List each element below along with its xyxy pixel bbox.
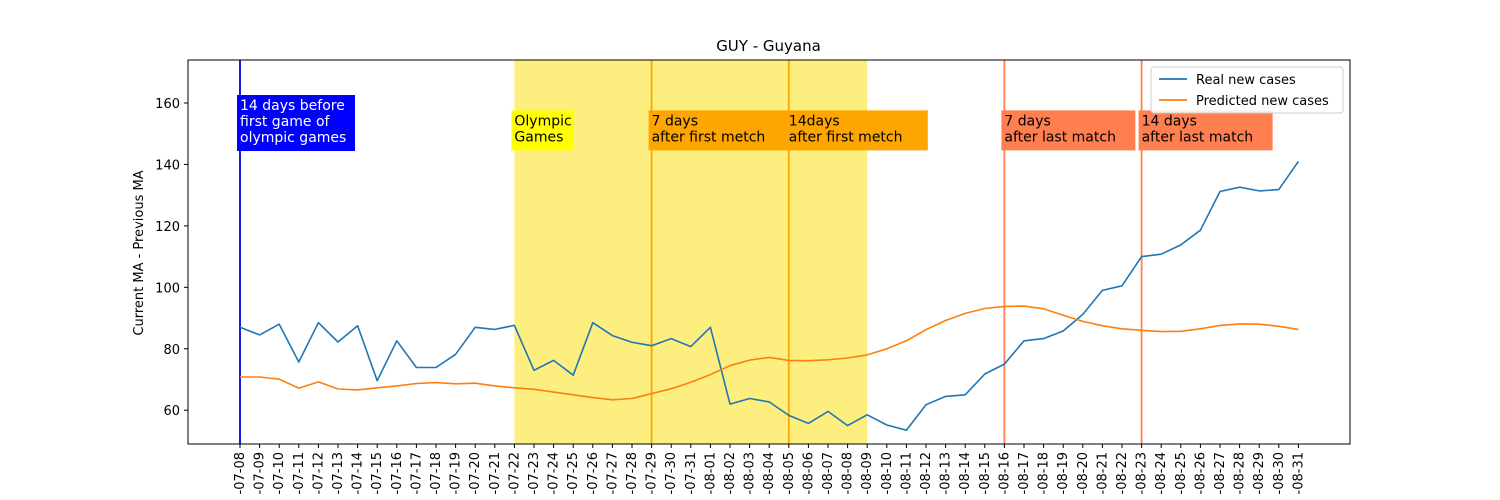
x-tick-label: -08-28 xyxy=(1233,452,1248,494)
x-tick-label: -08-01 xyxy=(703,452,718,494)
x-tick-label: -07-09 xyxy=(253,452,268,494)
legend-label: Predicted new cases xyxy=(1196,94,1329,109)
annotation-text: 7 days xyxy=(1004,113,1050,129)
annotation-text: after last match xyxy=(1142,129,1254,145)
x-tick-label: -08-08 xyxy=(841,452,856,494)
x-tick-label: -08-31 xyxy=(1291,452,1306,494)
x-tick-label: -08-12 xyxy=(919,452,934,494)
x-tick-label: -08-09 xyxy=(860,452,875,494)
annotation-text: after first metch xyxy=(652,129,766,145)
x-tick-label: -08-19 xyxy=(1056,452,1071,494)
x-tick-label: -08-17 xyxy=(1017,452,1032,494)
x-tick-label: -08-25 xyxy=(1174,452,1189,494)
annotation-text: 14days xyxy=(789,113,840,129)
x-tick-label: -07-14 xyxy=(351,452,366,494)
annotation-text: 14 days before xyxy=(240,98,345,114)
x-tick-label: -07-21 xyxy=(488,452,503,494)
annotation-box xyxy=(648,110,791,151)
x-tick-label: -07-18 xyxy=(429,452,444,494)
x-tick-label: -07-27 xyxy=(605,452,620,494)
annotation-text: after last match xyxy=(1004,129,1116,145)
x-tick-label: -07-17 xyxy=(409,452,424,494)
annotation-box xyxy=(511,110,574,151)
x-tick-label: -08-06 xyxy=(801,452,816,494)
x-tick-label: -07-26 xyxy=(586,452,601,494)
x-tick-label: -07-23 xyxy=(527,452,542,494)
x-tick-label: -08-07 xyxy=(821,452,836,494)
x-tick-label: -07-29 xyxy=(645,452,660,494)
x-tick-label: -07-22 xyxy=(507,452,522,494)
x-tick-label: -08-14 xyxy=(958,452,973,494)
x-tick-label: -07-31 xyxy=(684,452,699,494)
x-tick-label: -07-25 xyxy=(566,452,581,494)
y-tick-label: 80 xyxy=(163,343,180,358)
x-tick-label: -07-20 xyxy=(468,452,483,494)
x-tick-label: -08-24 xyxy=(1154,452,1169,494)
x-tick-label: -08-26 xyxy=(1193,452,1208,494)
y-tick-label: 120 xyxy=(155,220,180,235)
x-tick-label: -07-24 xyxy=(547,452,562,494)
annotation-text: 14 days xyxy=(1142,113,1197,129)
x-tick-label: -08-29 xyxy=(1252,452,1267,494)
annotation-text: first game of xyxy=(240,114,331,130)
y-tick-label: 160 xyxy=(155,97,180,112)
x-tick-label: -08-22 xyxy=(1115,452,1130,494)
x-tick-label: -08-03 xyxy=(743,452,758,494)
annotation-text: olympic games xyxy=(240,130,346,146)
x-tick-label: -08-13 xyxy=(939,452,954,494)
x-tick-label: -08-30 xyxy=(1272,452,1287,494)
series-line-0 xyxy=(239,160,1300,432)
x-tick-label: -08-11 xyxy=(899,452,914,494)
annotation-text: Olympic xyxy=(514,113,571,129)
x-tick-label: -07-16 xyxy=(390,452,405,494)
legend-box xyxy=(1150,66,1344,114)
annotation-box xyxy=(785,110,928,151)
legend-label: Real new cases xyxy=(1196,73,1296,88)
x-tick-label: -08-23 xyxy=(1135,452,1150,494)
x-tick-label: -07-19 xyxy=(449,452,464,494)
x-tick-label: -07-08 xyxy=(233,452,248,494)
annotation-text: 7 days xyxy=(652,113,698,129)
x-tick-label: -08-15 xyxy=(978,452,993,494)
x-tick-label: -07-15 xyxy=(370,452,385,494)
x-tick-label: -07-11 xyxy=(292,452,307,494)
x-tick-label: -08-27 xyxy=(1213,452,1228,494)
y-axis-label: Current MA - Previous MA xyxy=(132,170,147,335)
annotation-box xyxy=(1001,110,1136,151)
x-tick-label: -08-04 xyxy=(762,452,777,494)
x-tick-label: -07-30 xyxy=(664,452,679,494)
x-tick-label: -07-12 xyxy=(311,452,326,494)
annotation-text: after first metch xyxy=(789,129,903,145)
x-tick-label: -08-10 xyxy=(880,452,895,494)
series-line-1 xyxy=(240,305,1299,401)
x-tick-label: -08-05 xyxy=(782,452,797,494)
x-tick-label: -08-18 xyxy=(1037,452,1052,494)
x-tick-label: -08-16 xyxy=(997,452,1012,494)
legend: Real new cases Predicted new cases xyxy=(1150,66,1344,114)
x-tick-label: -07-13 xyxy=(331,452,346,494)
chart-title: GUY - Guyana xyxy=(716,37,821,55)
y-tick-label: 140 xyxy=(155,158,180,173)
x-tick-label: -07-10 xyxy=(272,452,287,494)
x-tick-label: -07-28 xyxy=(625,452,640,494)
x-tick-label: -08-20 xyxy=(1076,452,1091,494)
annotation-box xyxy=(1138,110,1273,151)
y-tick-label: 60 xyxy=(163,404,180,419)
y-tick-label: 100 xyxy=(155,281,180,296)
annotation-box xyxy=(237,95,355,152)
x-tick-label: -08-21 xyxy=(1095,452,1110,494)
x-tick-label: -08-02 xyxy=(723,452,738,494)
annotation-text: Games xyxy=(514,129,563,145)
